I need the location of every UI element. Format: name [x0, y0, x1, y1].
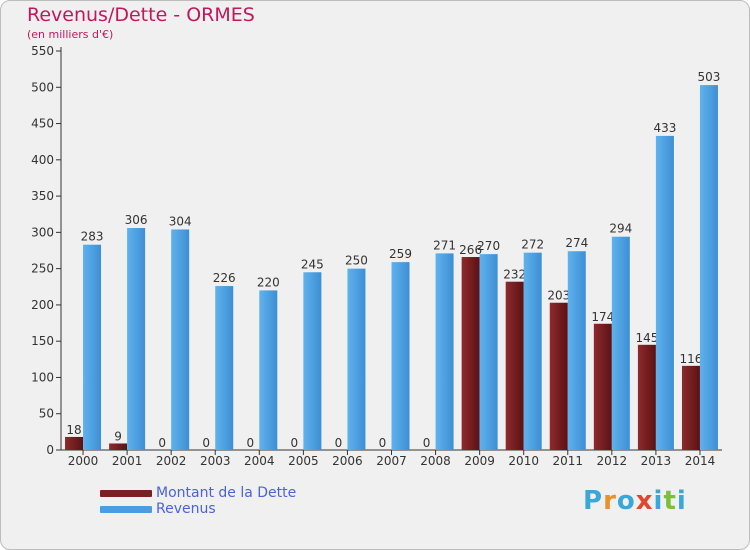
logo-letter: x: [635, 486, 654, 516]
x-tick-label: 2013: [641, 454, 672, 468]
data-label-revenus: 259: [389, 247, 412, 261]
bar-dette: [593, 323, 612, 450]
bar-revenus: [655, 135, 674, 451]
data-label-dette: 0: [291, 436, 299, 450]
logo-letter: i: [653, 486, 664, 516]
bar-dette: [461, 257, 480, 450]
y-tick-label: 550: [31, 44, 54, 58]
data-label-dette: 174: [591, 310, 614, 324]
x-tick-label: 2000: [68, 454, 99, 468]
y-tick-label: 200: [31, 298, 54, 312]
data-label-dette: 232: [503, 268, 526, 282]
x-tick-label: 2014: [685, 454, 716, 468]
data-label-dette: 18: [66, 423, 81, 437]
y-tick-label: 400: [31, 153, 54, 167]
bar-dette: [109, 443, 128, 450]
x-tick-label: 2011: [552, 454, 583, 468]
data-label-revenus: 433: [653, 121, 676, 135]
bar-revenus: [699, 85, 718, 450]
x-tick-label: 2007: [376, 454, 407, 468]
proxiti-logo: Proxiti: [583, 486, 687, 516]
logo-letter: o: [616, 486, 636, 516]
x-tick-label: 2002: [156, 454, 187, 468]
logo-letter: t: [663, 486, 677, 516]
y-tick-label: 300: [31, 225, 54, 239]
data-label-dette: 203: [547, 289, 570, 303]
data-label-dette: 0: [335, 436, 343, 450]
data-label-revenus: 245: [301, 257, 324, 271]
data-label-dette: 0: [379, 436, 387, 450]
data-label-revenus: 226: [213, 271, 236, 285]
bar-revenus: [391, 262, 410, 450]
data-label-dette: 0: [202, 436, 210, 450]
y-tick-label: 150: [31, 334, 54, 348]
chart-title: Revenus/Dette - ORMES: [27, 4, 255, 26]
data-label-revenus: 220: [257, 275, 280, 289]
data-label-dette: 116: [680, 352, 703, 366]
bar-revenus: [611, 236, 630, 450]
logo-letter: P: [583, 486, 604, 516]
data-label-revenus: 294: [609, 222, 632, 236]
data-label-dette: 266: [459, 243, 482, 257]
y-tick-label: 450: [31, 117, 54, 131]
y-tick-label: 350: [31, 189, 54, 203]
x-tick-label: 2003: [200, 454, 231, 468]
legend-swatch-revenus: [100, 506, 152, 513]
data-label-dette: 145: [635, 331, 658, 345]
bar-revenus: [435, 253, 454, 450]
y-tick-label: 250: [31, 262, 54, 276]
data-label-revenus: 250: [345, 254, 368, 268]
legend-label-revenus: Revenus: [156, 501, 216, 517]
bar-revenus: [215, 286, 234, 450]
x-tick-label: 2004: [244, 454, 275, 468]
x-tick-label: 2009: [464, 454, 495, 468]
legend-swatch-dette: [100, 490, 152, 497]
x-tick-label: 2006: [332, 454, 363, 468]
bar-revenus: [523, 252, 542, 450]
data-label-revenus: 270: [477, 239, 500, 253]
x-tick-label: 2001: [112, 454, 143, 468]
data-label-dette: 0: [158, 436, 166, 450]
data-label-revenus: 272: [521, 238, 544, 252]
bar-revenus: [83, 244, 102, 450]
data-label-revenus: 271: [433, 238, 456, 252]
legend-label-dette: Montant de la Dette: [156, 485, 297, 501]
bar-dette: [549, 302, 568, 450]
bar-revenus: [259, 290, 278, 450]
y-tick-label: 100: [31, 370, 54, 384]
data-label-revenus: 274: [565, 236, 588, 250]
y-tick-label: 500: [31, 80, 54, 94]
data-label-dette: 9: [114, 429, 122, 443]
x-tick-label: 2005: [288, 454, 319, 468]
x-tick-label: 2010: [508, 454, 539, 468]
data-label-dette: 0: [246, 436, 254, 450]
y-tick-label: 0: [46, 443, 54, 457]
bar-revenus: [303, 272, 322, 450]
data-label-dette: 0: [423, 436, 431, 450]
logo-letter: r: [603, 486, 617, 516]
x-tick-label: 2012: [597, 454, 628, 468]
data-label-revenus: 283: [81, 230, 104, 244]
bar-revenus: [171, 229, 190, 450]
bar-revenus: [347, 268, 366, 450]
bar-revenus: [479, 254, 498, 450]
logo-letter: i: [676, 486, 687, 516]
y-tick-label: 50: [39, 407, 54, 421]
data-label-revenus: 306: [125, 213, 148, 227]
bar-revenus: [127, 228, 146, 450]
chart-subtitle: (en milliers d'€): [27, 28, 114, 41]
bar-dette: [65, 436, 84, 450]
data-label-revenus: 503: [698, 70, 721, 84]
bar-dette: [505, 281, 524, 450]
bar-dette: [681, 365, 700, 450]
data-label-revenus: 304: [169, 214, 192, 228]
bar-revenus: [567, 251, 586, 450]
x-tick-label: 2008: [420, 454, 451, 468]
bar-dette: [637, 344, 656, 450]
